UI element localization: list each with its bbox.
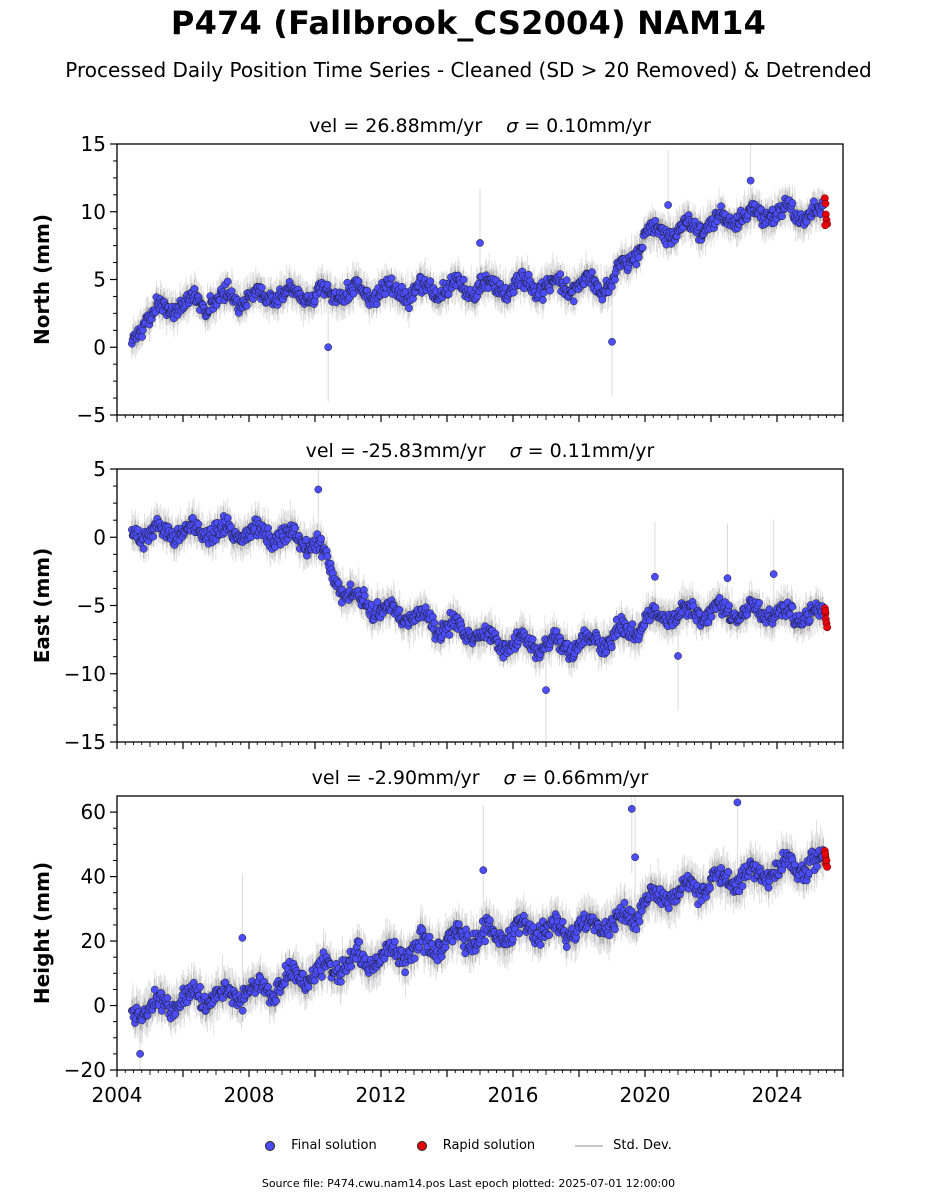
sigma-symbol: σ	[506, 115, 519, 137]
final-point	[634, 253, 643, 262]
final-point	[459, 275, 468, 284]
rapid-point	[821, 221, 830, 230]
panel-north: −5 0 5 10 15 North (mm) vel = 26.88mm/yr σ = 0.1…	[30, 115, 844, 427]
final-point	[717, 202, 725, 211]
final-point	[809, 197, 818, 206]
final-points-north	[128, 176, 828, 352]
final-point	[569, 297, 578, 306]
chart-subtitle: Processed Daily Position Time Series - C…	[65, 58, 872, 82]
final-point	[788, 199, 797, 207]
std-dev-bars-north	[131, 144, 825, 402]
x-axis-north	[116, 415, 844, 422]
final-point	[539, 296, 547, 304]
final-point	[242, 301, 251, 310]
final-point	[778, 212, 786, 221]
final-point	[223, 277, 232, 286]
final-point	[562, 276, 571, 285]
chart-title: P474 (Fallbrook_CS2004) NAM14	[170, 4, 767, 42]
final-point	[638, 243, 647, 252]
final-point	[608, 337, 616, 346]
final-point	[426, 277, 435, 286]
plot-area-north	[128, 144, 832, 402]
velocity-label: vel = 26.88mm/yr	[309, 115, 482, 137]
final-point	[588, 268, 596, 276]
final-point	[324, 343, 333, 352]
final-point	[444, 290, 453, 299]
std-dev-bars-east	[131, 469, 825, 742]
final-point	[349, 289, 358, 298]
final-point	[746, 176, 755, 185]
y-axis-north: −5 0 5 10 15	[77, 132, 117, 427]
final-point	[323, 280, 332, 289]
final-point	[138, 333, 146, 341]
y-tick-label: 0	[93, 335, 106, 359]
final-point	[476, 239, 484, 247]
rapid-points-north	[821, 194, 832, 230]
final-point	[664, 201, 672, 209]
final-point	[556, 270, 565, 278]
plot-area-east	[128, 469, 832, 742]
final-point	[611, 275, 619, 284]
sigma-label: = 0.10mm/yr	[524, 115, 651, 137]
rapid-point	[821, 199, 830, 208]
chart-area: −5 0 5 10 15 North (mm) vel = 26.88mm/yr σ = 0.1…	[30, 115, 844, 1107]
final-point	[632, 260, 641, 269]
final-point	[257, 283, 266, 292]
final-point	[354, 277, 363, 285]
y-tick-label: 15	[81, 132, 106, 156]
final-point	[524, 270, 533, 279]
final-point	[405, 304, 413, 313]
y-tick-label: 10	[81, 200, 106, 224]
final-point	[387, 274, 396, 283]
y-tick-label: 5	[93, 268, 106, 292]
y-axis-label: North (mm)	[30, 214, 54, 345]
y-tick-label: −5	[77, 403, 106, 427]
panel-title-north: vel = 26.88mm/yr σ = 0.10mm/yr	[309, 115, 651, 137]
final-point	[546, 286, 554, 295]
